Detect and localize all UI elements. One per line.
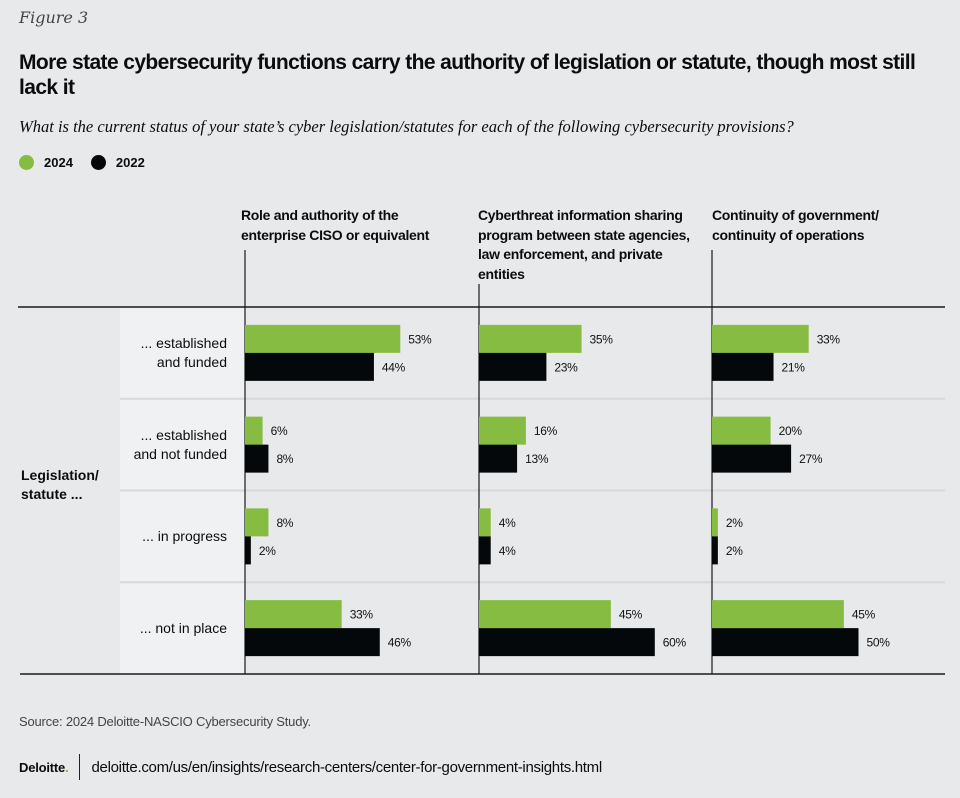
footer-divider (78, 754, 80, 780)
value-label-2022: 2% (726, 544, 743, 558)
value-label-2024: 45% (852, 608, 876, 622)
deloitte-logo: Deloitte. (19, 760, 69, 775)
bar-2022 (479, 444, 518, 473)
bar-2024 (712, 416, 771, 445)
panel-title-info-sharing: Cyberthreat information sharing program … (478, 207, 690, 282)
bar-2024 (479, 416, 526, 445)
row-label: ... not in place (139, 619, 227, 636)
footer: Deloitte. deloitte.com/us/en/insights/re… (19, 754, 602, 780)
value-label-2024: 6% (271, 424, 288, 438)
bar-2022 (712, 352, 774, 381)
bar-2024 (245, 508, 269, 537)
panel-title-ciso: Role and authority of the enterprise CIS… (241, 207, 430, 243)
chart-subtitle: What is the current status of your state… (19, 117, 794, 136)
value-label-2024: 53% (408, 332, 432, 346)
value-label-2022: 44% (382, 360, 406, 374)
bar-2022 (479, 352, 547, 381)
value-label-2022: 23% (554, 360, 578, 374)
value-label-2024: 8% (276, 516, 293, 530)
value-label-2024: 35% (590, 332, 614, 346)
value-label-2024: 33% (817, 332, 841, 346)
legend-label-2022: 2022 (115, 155, 145, 170)
value-label-2022: 46% (388, 636, 412, 650)
bar-2024 (479, 600, 611, 629)
figure-label: Figure 3 (19, 8, 89, 27)
bar-2022 (245, 444, 269, 473)
bar-2022 (712, 444, 792, 473)
value-label-2022: 27% (799, 452, 823, 466)
row-label: ... established and not funded (133, 426, 227, 462)
panel-title-continuity: Continuity of government/ continuity of … (712, 207, 879, 243)
footer-url-link[interactable]: deloitte.com/us/en/insights/research-cen… (91, 758, 603, 776)
value-label-2022: 8% (276, 452, 293, 466)
value-label-2022: 50% (867, 636, 891, 650)
bar-2024 (245, 324, 401, 353)
row-label: ... in progress (142, 527, 227, 544)
bar-2024 (479, 508, 491, 537)
value-label-2022: 4% (499, 544, 516, 558)
bar-2024 (479, 324, 582, 353)
legend-item-2024: 2024 (19, 155, 73, 170)
bar-2022 (245, 628, 380, 657)
value-label-2024: 16% (534, 424, 558, 438)
value-label-2022: 13% (525, 452, 549, 466)
value-label-2024: 33% (350, 608, 374, 622)
value-label-2022: 60% (663, 636, 687, 650)
legend-swatch-2024 (19, 155, 34, 170)
value-label-2024: 20% (779, 424, 803, 438)
legend: 2024 2022 (19, 155, 163, 170)
bar-2022 (712, 628, 859, 657)
legend-item-2022: 2022 (90, 155, 145, 170)
group-label: Legislation/ statute ... (21, 467, 99, 502)
bar-2022 (245, 352, 374, 381)
value-label-2022: 2% (259, 544, 276, 558)
bar-2022 (245, 536, 251, 565)
legend-swatch-2022 (90, 155, 106, 170)
bar-2022 (479, 628, 655, 657)
value-label-2022: 21% (782, 360, 806, 374)
bar-2024 (712, 324, 809, 353)
value-label-2024: 2% (726, 516, 743, 530)
logo-text: Deloitte (19, 759, 66, 775)
bar-2024 (245, 600, 342, 629)
source-note: Source: 2024 Deloitte-NASCIO Cybersecuri… (19, 714, 311, 729)
value-label-2024: 45% (619, 608, 643, 622)
row-label: ... established and funded (140, 334, 227, 370)
chart-title: More state cybersecurity functions carry… (19, 51, 916, 99)
bar-2022 (712, 536, 718, 565)
bar-2024 (245, 416, 263, 445)
value-label-2024: 4% (499, 516, 516, 530)
bar-2024 (712, 600, 844, 629)
bar-2024 (712, 508, 718, 537)
logo-dot: . (65, 759, 69, 775)
bar-2022 (479, 536, 491, 565)
legend-label-2024: 2024 (44, 155, 73, 170)
